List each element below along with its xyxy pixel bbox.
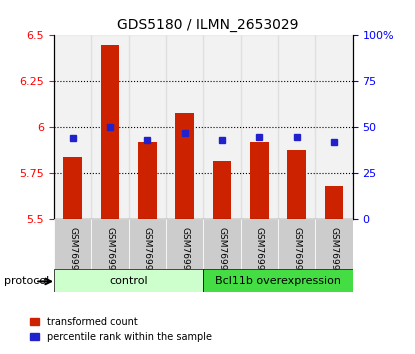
Bar xyxy=(129,219,166,269)
Bar xyxy=(138,142,157,219)
Bar xyxy=(203,269,353,292)
Text: Bcl11b overexpression: Bcl11b overexpression xyxy=(215,275,341,286)
Bar xyxy=(241,219,278,269)
Bar xyxy=(278,35,315,219)
Bar xyxy=(91,219,129,269)
Bar xyxy=(213,161,232,219)
Bar xyxy=(176,113,194,219)
Text: protocol: protocol xyxy=(4,276,49,286)
Bar xyxy=(287,149,306,219)
Bar xyxy=(54,35,91,219)
Bar xyxy=(54,219,91,269)
Bar xyxy=(166,219,203,269)
Text: GDS5180 / ILMN_2653029: GDS5180 / ILMN_2653029 xyxy=(117,18,298,32)
Bar xyxy=(315,219,353,269)
Bar xyxy=(203,219,241,269)
Bar xyxy=(241,35,278,219)
Bar xyxy=(250,142,269,219)
Text: control: control xyxy=(109,275,148,286)
Bar xyxy=(54,269,203,292)
Text: GSM769943: GSM769943 xyxy=(180,227,189,282)
Bar xyxy=(325,186,344,219)
Bar xyxy=(129,35,166,219)
Bar xyxy=(63,157,82,219)
Text: GSM769944: GSM769944 xyxy=(217,227,227,282)
Bar xyxy=(203,35,241,219)
Bar xyxy=(166,35,203,219)
Text: GSM769940: GSM769940 xyxy=(68,227,77,282)
Bar xyxy=(101,45,120,219)
Bar xyxy=(278,219,315,269)
Text: GSM769942: GSM769942 xyxy=(143,227,152,282)
Bar xyxy=(315,35,353,219)
Text: GSM769946: GSM769946 xyxy=(292,227,301,282)
Bar xyxy=(91,35,129,219)
Legend: transformed count, percentile rank within the sample: transformed count, percentile rank withi… xyxy=(26,313,216,346)
Text: GSM769941: GSM769941 xyxy=(105,227,115,282)
Text: GSM769947: GSM769947 xyxy=(330,227,339,282)
Text: GSM769945: GSM769945 xyxy=(255,227,264,282)
